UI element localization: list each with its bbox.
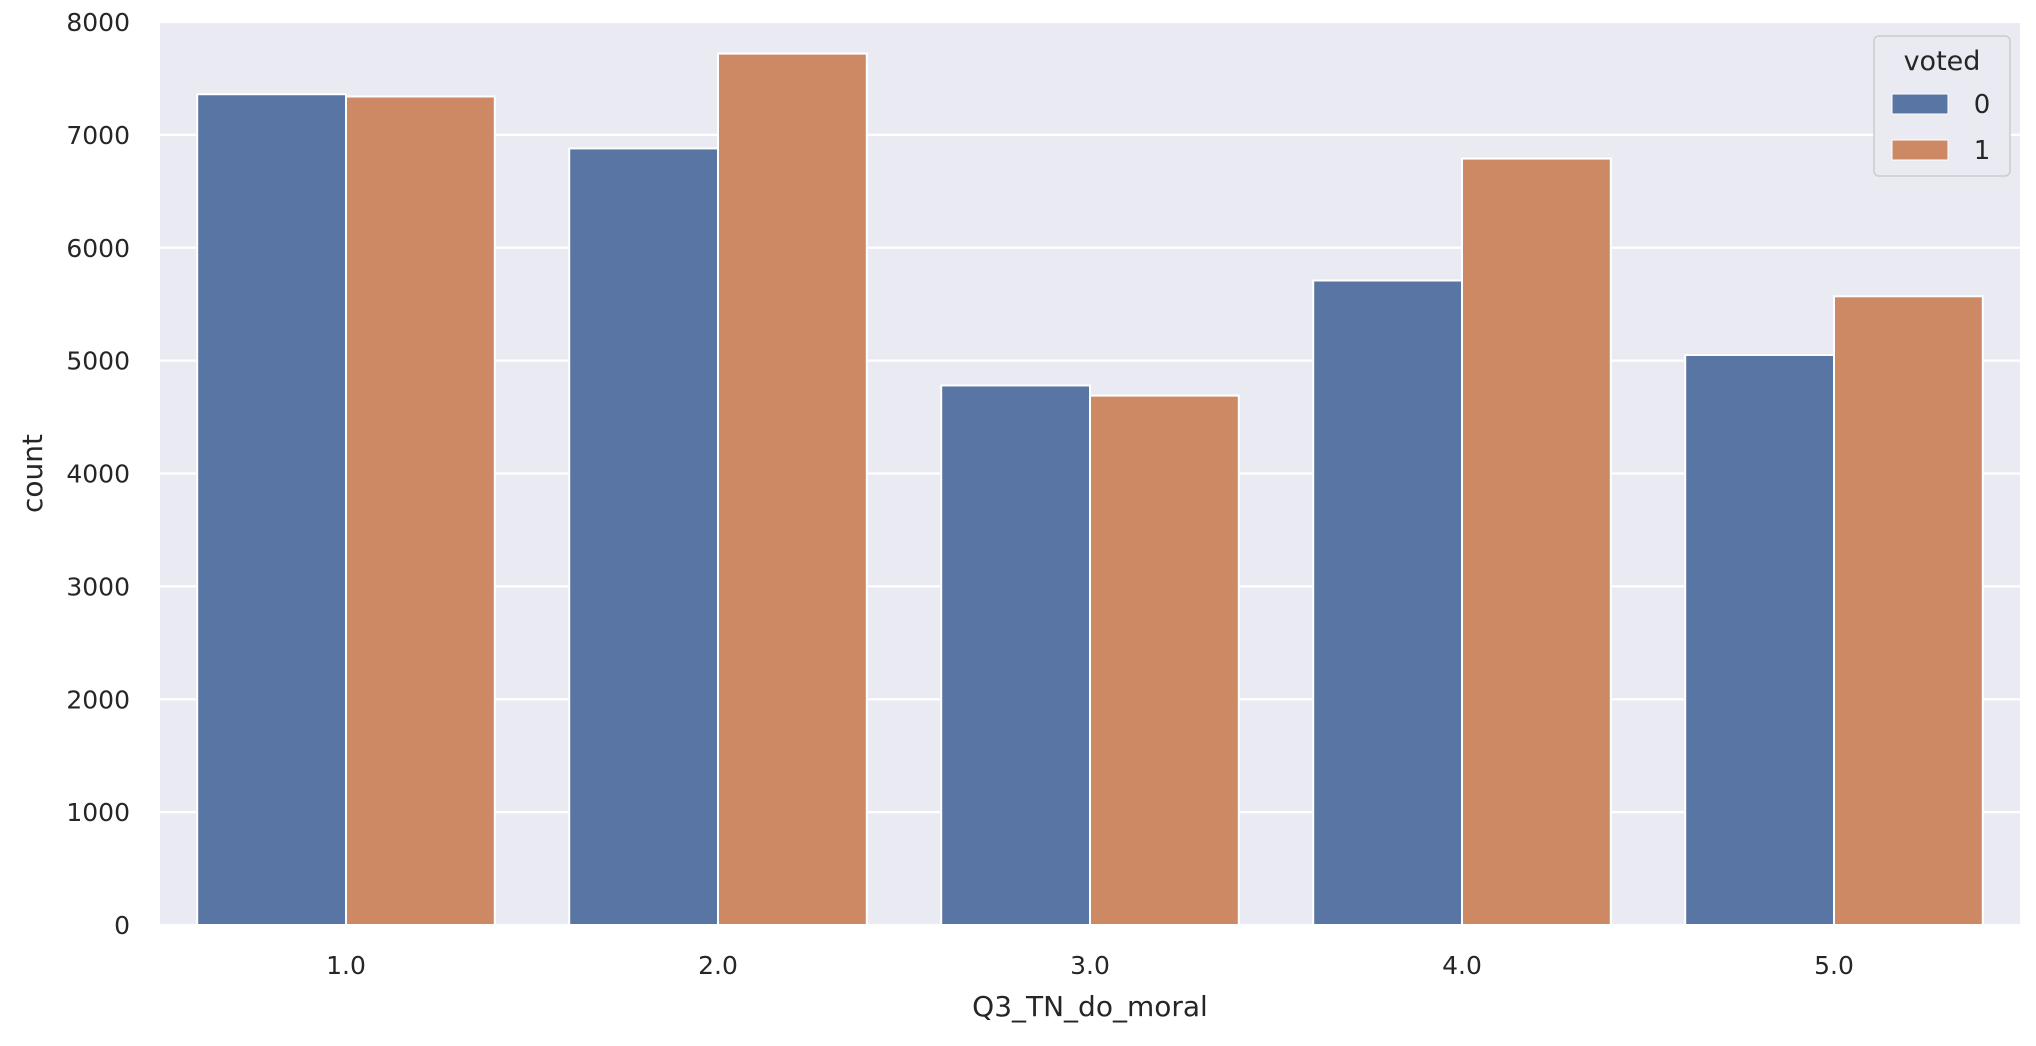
y-tick-label: 1000 [66, 798, 130, 827]
bar-1.0-series-1 [345, 95, 496, 926]
y-axis-ticks: 0 1000 2000 3000 4000 5000 6000 7000 8000 [66, 8, 130, 940]
x-tick-label: 5.0 [1814, 951, 1854, 980]
x-tick-label: 1.0 [326, 951, 366, 980]
y-tick-label: 5000 [66, 347, 130, 376]
bar-2.0-series-0 [568, 147, 720, 927]
bars [196, 52, 1984, 927]
bar-1.0-series-0 [196, 93, 347, 927]
x-axis-label: Q3_TN_do_moral [972, 990, 1208, 1023]
legend-swatch [1891, 93, 1949, 115]
bar-3.0-series-0 [940, 384, 1092, 926]
legend-items: 01 [1891, 90, 1991, 166]
y-tick-label: 4000 [66, 460, 130, 489]
bar-4.0-series-0 [1312, 279, 1463, 926]
bar-5.0-series-0 [1684, 353, 1835, 926]
x-tick-label: 4.0 [1442, 951, 1482, 980]
x-axis-ticks: 1.0 2.0 3.0 4.0 5.0 [326, 951, 1854, 980]
y-tick-label: 3000 [66, 572, 130, 601]
y-tick-label: 0 [114, 911, 130, 940]
x-tick-label: 3.0 [1070, 951, 1110, 980]
bar-2.0-series-1 [717, 52, 868, 927]
legend-label: 1 [1974, 136, 1991, 166]
y-tick-label: 2000 [66, 685, 130, 714]
y-axis-label: count [16, 434, 49, 513]
bar-5.0-series-1 [1833, 295, 1984, 926]
legend-label: 0 [1974, 90, 1991, 120]
legend: voted 01 [1873, 35, 2011, 177]
bar-4.0-series-1 [1461, 157, 1612, 927]
bar-3.0-series-1 [1089, 394, 1240, 926]
y-tick-label: 6000 [66, 234, 130, 263]
x-tick-label: 2.0 [698, 951, 738, 980]
y-tick-label: 8000 [66, 8, 130, 37]
legend-swatch [1891, 139, 1949, 161]
y-tick-label: 7000 [66, 121, 130, 150]
legend-title: voted [1904, 46, 1981, 77]
